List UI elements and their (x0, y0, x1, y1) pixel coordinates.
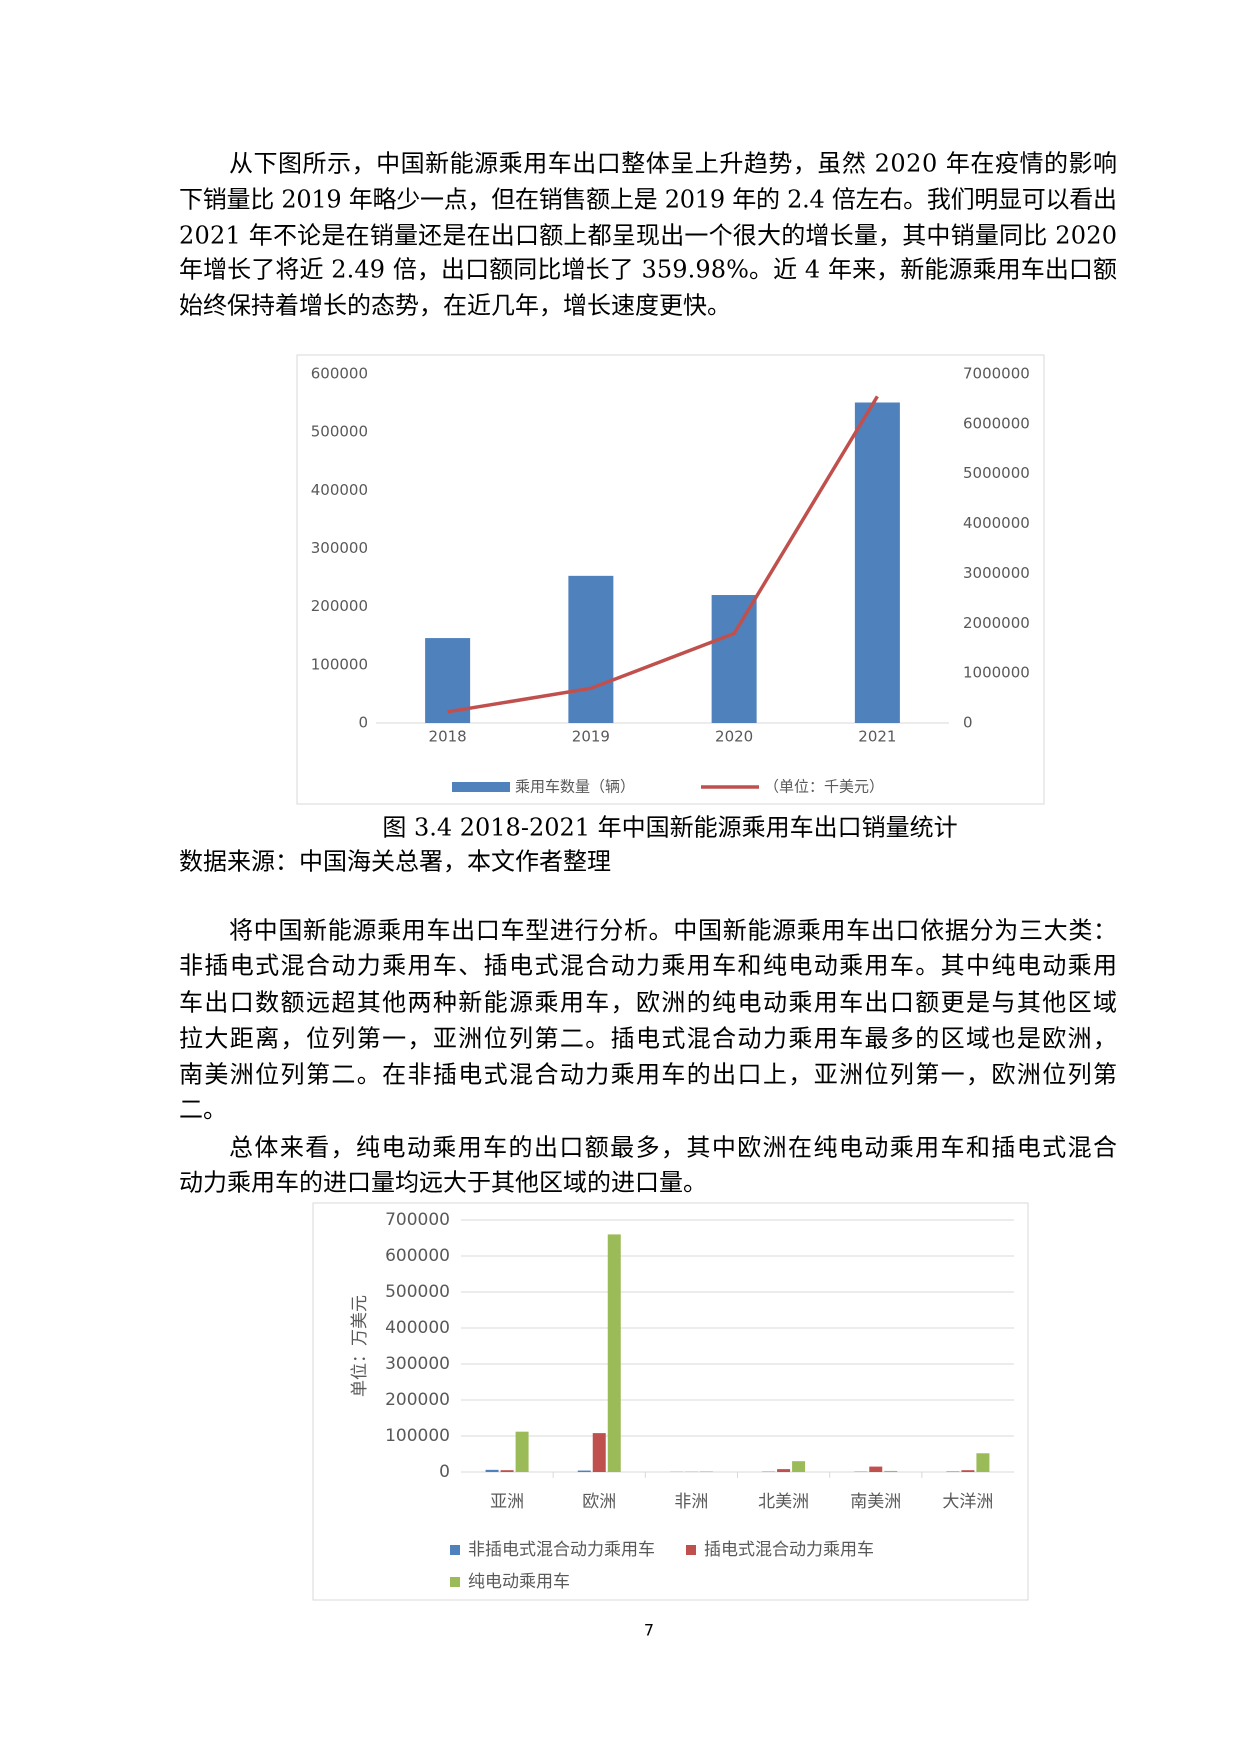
x-tick-label: 大洋洲 (942, 1492, 993, 1512)
chart-frame (296, 354, 1045, 805)
bar (592, 1433, 606, 1472)
x-tick-label: 2019 (572, 728, 610, 746)
legend-label: 纯电动乘用车 (468, 1572, 570, 1592)
bar (577, 1470, 591, 1472)
legend-swatch (450, 1545, 460, 1555)
page-number: 7 (644, 1621, 654, 1640)
paragraph-line: 总体来看，纯电动乘用车的出口额最多，其中欧洲在纯电动乘用车和插电式混合 (229, 1134, 1117, 1162)
bar (711, 595, 757, 723)
y-tick-label: 0 (439, 1462, 450, 1482)
paragraph-line: 2021 年不论是在销量还是在出口额上都呈现出一个很大的增长量，其中销量同比 2… (179, 222, 1117, 250)
bar (946, 1471, 960, 1472)
y2-tick-label: 5000000 (963, 464, 1030, 482)
bar (792, 1461, 806, 1472)
y-tick-label: 400000 (311, 481, 368, 499)
y2-tick-label: 4000000 (963, 514, 1030, 532)
legend-label: （单位：千美元） (764, 778, 884, 796)
x-tick-label: 非洲 (674, 1492, 708, 1512)
legend-label: 乘用车数量（辆） (515, 778, 635, 796)
y2-tick-label: 2000000 (963, 614, 1030, 632)
y2-tick-label: 3000000 (963, 564, 1030, 582)
bar (869, 1466, 883, 1472)
bar (884, 1470, 898, 1472)
y-tick-label: 400000 (385, 1318, 450, 1338)
bar (515, 1431, 529, 1472)
bar (961, 1470, 975, 1472)
y-tick-label: 300000 (311, 539, 368, 557)
paragraph-line: 二。 (179, 1096, 227, 1124)
x-tick-label: 亚洲 (490, 1492, 524, 1512)
x-tick-label: 2020 (715, 728, 753, 746)
line-series (447, 395, 879, 714)
y-tick-label: 100000 (311, 655, 368, 673)
y-tick-label: 700000 (385, 1210, 450, 1230)
paragraph-line: 拉大距离，位列第一，亚洲位列第二。插电式混合动力乘用车最多的区域也是欧洲， (179, 1025, 1117, 1053)
paragraph-line: 南美洲位列第二。在非插电式混合动力乘用车的出口上，亚洲位列第一，欧洲位列第 (179, 1061, 1117, 1089)
legend-label: 插电式混合动力乘用车 (704, 1540, 874, 1560)
bar (976, 1453, 990, 1472)
y2-tick-label: 7000000 (963, 365, 1030, 383)
y-tick-label: 200000 (385, 1390, 450, 1410)
y-tick-label: 500000 (385, 1282, 450, 1302)
bar (607, 1234, 621, 1472)
y-tick-label: 500000 (311, 423, 368, 441)
chart-frame (312, 1202, 1029, 1601)
paragraph-line: 非插电式混合动力乘用车、插电式混合动力乘用车和纯电动乘用车。其中纯电动乘用 (179, 952, 1117, 980)
paragraph-line: 将中国新能源乘用车出口车型进行分析。中国新能源乘用车出口依据分为三大类： (229, 917, 1117, 945)
legend-swatch (686, 1545, 696, 1555)
legend-label: 非插电式混合动力乘用车 (468, 1540, 655, 1560)
y-tick-label: 100000 (385, 1426, 450, 1446)
y-tick-label: 200000 (311, 597, 368, 615)
x-tick-label: 北美洲 (758, 1492, 809, 1512)
paragraph-line: 动力乘用车的进口量均远大于其他区域的进口量。 (179, 1169, 707, 1197)
y2-tick-label: 0 (963, 714, 973, 732)
x-tick-label: 南美洲 (850, 1492, 901, 1512)
bar (485, 1469, 499, 1472)
bar (699, 1471, 713, 1472)
paragraph-line: 始终保持着增长的态势，在近几年，增长速度更快。 (179, 292, 731, 320)
legend-swatch (450, 1577, 460, 1587)
y-tick-label: 600000 (311, 365, 368, 383)
y2-tick-label: 1000000 (963, 664, 1030, 682)
x-tick-label: 2018 (429, 728, 467, 746)
paragraph-line: 车出口数额远超其他两种新能源乘用车，欧洲的纯电动乘用车出口额更是与其他区域 (179, 989, 1117, 1017)
bar (568, 575, 614, 723)
y-tick-label: 0 (358, 714, 368, 732)
x-tick-label: 2021 (858, 728, 896, 746)
paragraph-line: 年增长了将近 2.49 倍，出口额同比增长了 359.98%。近 4 年来，新能… (179, 256, 1117, 284)
paragraph-line: 下销量比 2019 年略少一点，但在销售额上是 2019 年的 2.4 倍左右。… (179, 186, 1117, 214)
y-axis-title: 单位：万美元 (350, 1295, 370, 1397)
bar (500, 1470, 514, 1472)
y-tick-label: 300000 (385, 1354, 450, 1374)
x-tick-label: 欧洲 (582, 1492, 616, 1512)
figure-caption: 图 3.4 2018-2021 年中国新能源乘用车出口销量统计 (382, 814, 957, 842)
y2-tick-label: 6000000 (963, 414, 1030, 432)
bar (777, 1469, 791, 1472)
source-note: 数据来源：中国海关总署，本文作者整理 (179, 848, 611, 876)
paragraph-line: 从下图所示，中国新能源乘用车出口整体呈上升趋势，虽然 2020 年在疫情的影响 (229, 150, 1117, 178)
bar (854, 402, 900, 723)
legend-swatch (452, 782, 510, 792)
y-tick-label: 600000 (385, 1246, 450, 1266)
